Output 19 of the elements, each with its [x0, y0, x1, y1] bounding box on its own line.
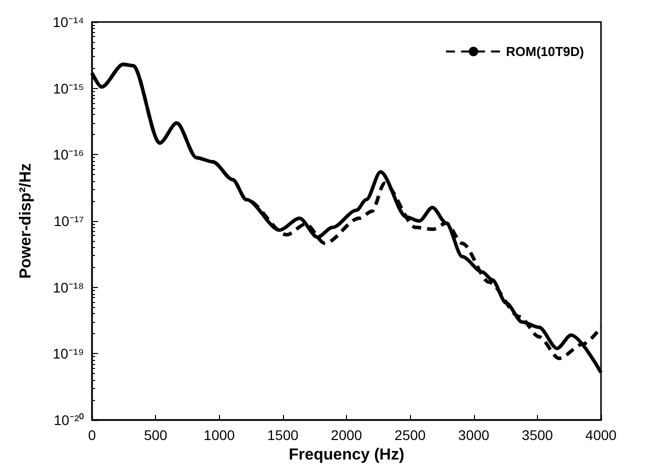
y-tick-label: 10⁻¹⁹ — [52, 346, 84, 362]
x-tick-label: 1500 — [267, 427, 299, 443]
y-tick-label: 10⁻²⁰ — [54, 412, 84, 428]
x-tick-label: 2500 — [394, 427, 426, 443]
y-tick-label: 10⁻¹⁶ — [53, 146, 84, 163]
y-tick-label: 10⁻¹⁸ — [52, 279, 84, 296]
x-tick-label: 0 — [88, 427, 96, 443]
y-tick-label: 10⁻¹⁷ — [54, 213, 84, 229]
x-tick-label: 3000 — [458, 427, 490, 443]
x-tick-label: 2000 — [330, 427, 362, 443]
x-tick-label: 1000 — [204, 427, 236, 443]
legend-label: ROM(10T9D) — [506, 44, 584, 59]
y-axis-title: Power-disp²/Hz — [18, 163, 34, 279]
x-axis-title: Frequency (Hz) — [288, 446, 404, 464]
x-tick-label: 500 — [144, 427, 168, 443]
x-tick-label: 4000 — [585, 427, 617, 443]
y-tick-label: 10⁻¹⁴ — [52, 14, 84, 30]
y-tick-label: 10⁻¹⁵ — [52, 80, 84, 96]
x-tick-label: 3500 — [522, 427, 554, 443]
